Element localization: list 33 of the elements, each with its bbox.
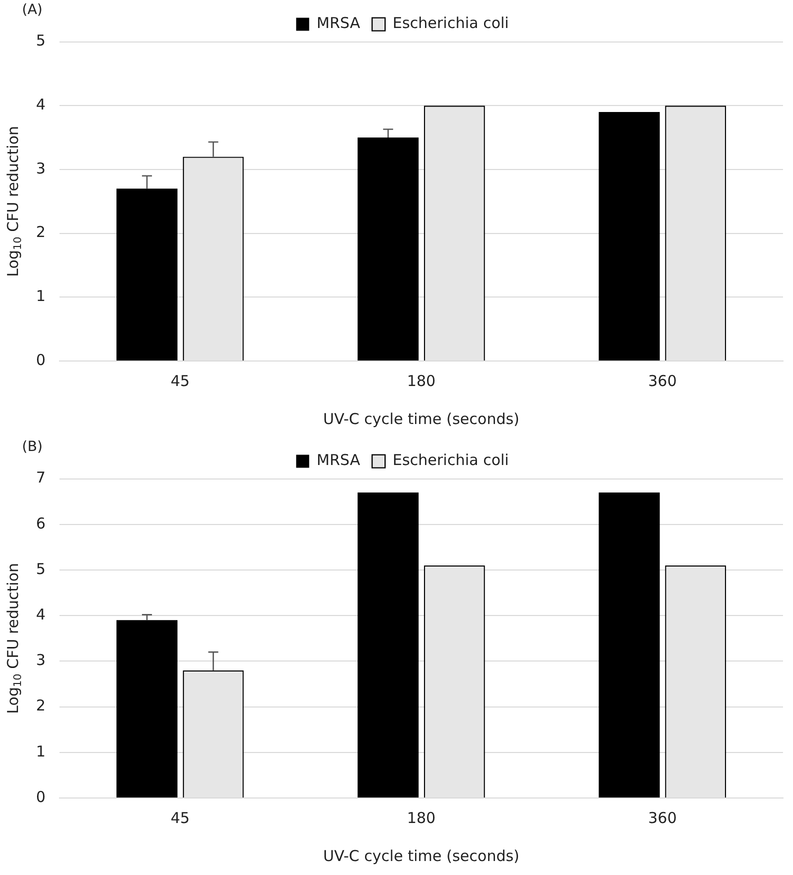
y-tick-label: 0: [36, 350, 46, 369]
bar: [598, 112, 660, 360]
x-tick-label: 360: [648, 808, 677, 827]
y-tick-label: 7: [36, 468, 46, 487]
y-tick-label: 3: [36, 159, 46, 178]
chart-title: (A): [22, 2, 43, 18]
y-tick-label: 4: [36, 605, 46, 624]
x-axis-title: UV-C cycle time (seconds): [323, 410, 520, 428]
legend-label: MRSA: [316, 14, 361, 32]
y-tick-label: 0: [36, 788, 46, 806]
x-tick-label: 360: [648, 372, 677, 390]
legend-label: Escherichia coli: [392, 14, 509, 32]
bar: [358, 138, 419, 360]
x-tick-label: 180: [406, 808, 436, 827]
x-tick-label: 45: [170, 808, 190, 827]
bar: [116, 188, 178, 360]
y-tick-label: 5: [36, 32, 46, 50]
x-tick-label: 180: [406, 372, 436, 390]
y-tick-label: 2: [36, 223, 46, 242]
y-tick-label: 5: [36, 560, 46, 578]
x-tick-label: 45: [170, 372, 190, 390]
y-tick-label: 1: [36, 742, 46, 760]
y-tick-label: 1: [36, 287, 46, 306]
y-tick-label: 4: [36, 96, 46, 114]
legend-label: Escherichia coli: [392, 451, 509, 470]
y-tick-label: 6: [36, 514, 46, 532]
y-tick-label: 2: [36, 696, 46, 715]
legend-label: MRSA: [316, 451, 361, 470]
y-tick-label: 3: [36, 651, 46, 670]
chart-title: (B): [22, 439, 43, 456]
x-axis-title: UV-C cycle time (seconds): [323, 846, 520, 865]
y-axis-title: Log10 CFU reduction: [4, 126, 24, 277]
y-axis-title: Log10 CFU reduction: [4, 562, 24, 714]
